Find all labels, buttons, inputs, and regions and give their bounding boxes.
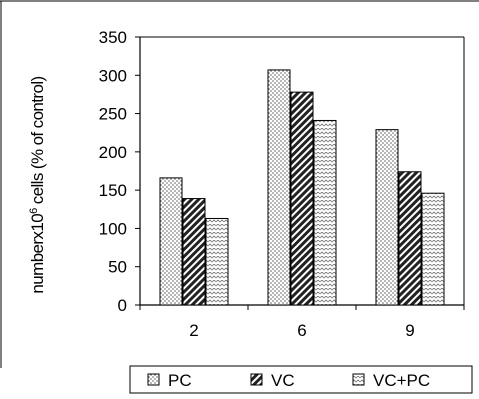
y-tick-label: 350 bbox=[99, 28, 127, 47]
y-tick-label: 200 bbox=[99, 143, 127, 162]
bar-pc-9 bbox=[375, 129, 399, 306]
bar-vc-9 bbox=[398, 171, 422, 306]
legend-swatch-vc bbox=[250, 373, 263, 386]
y-tick-label: 150 bbox=[99, 181, 127, 200]
legend: PC VC VC+PC bbox=[129, 365, 473, 394]
bar-pc-6 bbox=[267, 69, 291, 306]
plot-area: 0 50 100 150 200 250 300 350 2 6 9 bbox=[99, 28, 465, 340]
legend-swatch-pc bbox=[147, 373, 160, 386]
bar-vc-pc-6 bbox=[313, 119, 337, 306]
y-tick-label: 0 bbox=[118, 296, 127, 315]
bar-vc-6 bbox=[290, 91, 314, 306]
x-tick-label: 9 bbox=[405, 321, 414, 340]
x-tick-label: 6 bbox=[297, 321, 306, 340]
y-tick-label: 300 bbox=[99, 66, 127, 85]
y-tick-label: 50 bbox=[108, 258, 127, 277]
bar-vc-2 bbox=[182, 198, 206, 306]
legend-label-vc: VC bbox=[271, 371, 295, 390]
legend-label-pc: PC bbox=[168, 371, 192, 390]
y-tick-label: 100 bbox=[99, 219, 127, 238]
y-axis-title-suffix: cells (% of control) bbox=[28, 76, 47, 208]
bar-vc-pc-2 bbox=[205, 217, 229, 306]
y-axis-title-superscript: 6 bbox=[28, 208, 40, 214]
legend-frame bbox=[129, 365, 473, 394]
legend-label-vc-pc: VC+PC bbox=[373, 371, 430, 390]
legend-swatch-vc-pc bbox=[352, 373, 365, 386]
y-axis-title-prefix: numberx10 bbox=[28, 214, 47, 294]
x-tick-label: 2 bbox=[189, 321, 198, 340]
bar-pc-2 bbox=[159, 177, 183, 306]
y-tick-label: 250 bbox=[99, 105, 127, 124]
bar-vc-pc-9 bbox=[421, 192, 445, 306]
y-axis-title: numberx106 cells (% of control) bbox=[28, 76, 47, 293]
